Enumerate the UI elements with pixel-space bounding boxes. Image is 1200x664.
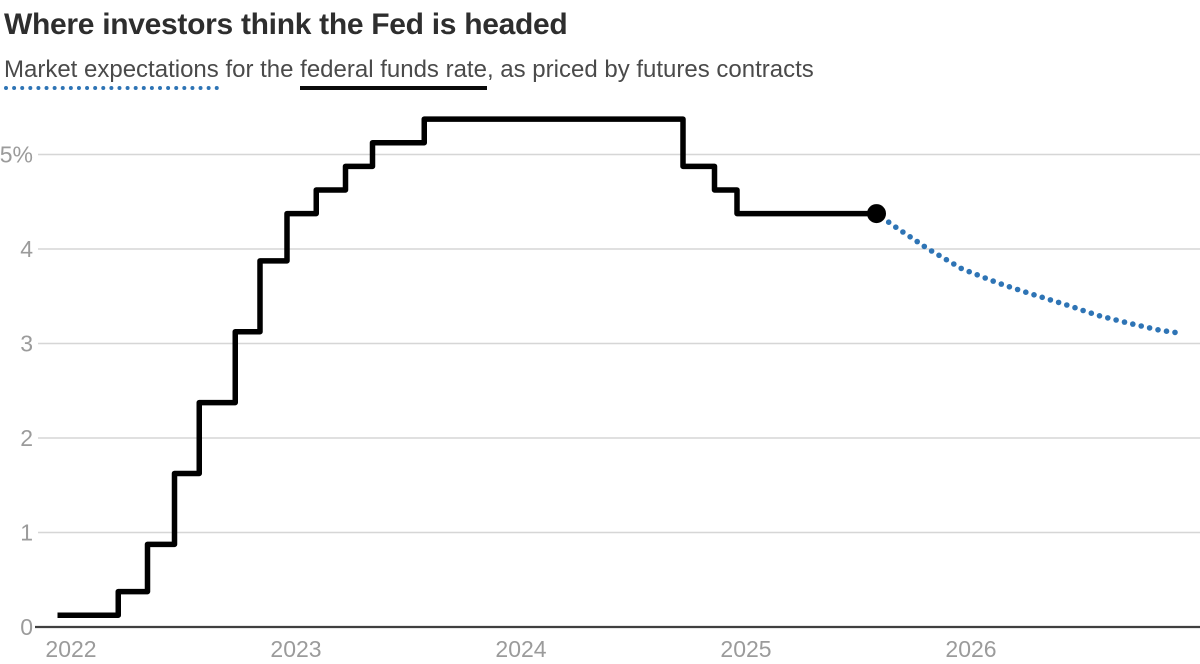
x-axis-tick-label: 2022 <box>45 636 96 662</box>
forecast-dot <box>990 278 996 284</box>
forecast-dot <box>951 261 957 267</box>
forecast-dot <box>907 234 913 240</box>
forecast-dot <box>1113 317 1119 323</box>
forecast-dot <box>1155 327 1161 333</box>
current-rate-dot <box>867 204 886 224</box>
y-axis-tick-label: 0 <box>20 614 33 640</box>
forecast-dot <box>1047 297 1054 303</box>
x-axis-tick-label: 2023 <box>270 636 321 662</box>
forecast-dot <box>921 243 928 250</box>
forecast-dot <box>1105 315 1111 321</box>
subtitle-text-mid: for the <box>218 56 301 83</box>
forecast-dot <box>1088 310 1095 317</box>
y-axis-tick-label: 3 <box>20 331 33 357</box>
chart-header: Where investors think the Fed is headed … <box>4 8 1190 90</box>
forecast-dot <box>928 248 935 254</box>
forecast-dot <box>1055 299 1062 306</box>
subtitle-legend-market-expectations: Market expectations <box>4 56 219 90</box>
forecast-dot <box>1006 284 1013 290</box>
forecast-dot <box>1080 307 1086 314</box>
forecast-dot <box>1121 319 1128 325</box>
forecast-dot <box>893 224 899 230</box>
forecast-dot <box>974 272 980 278</box>
chart-subtitle: Market expectations for the federal fund… <box>4 56 1190 90</box>
forecast-dot <box>885 219 892 225</box>
y-axis-tick-label: 5% <box>0 142 33 168</box>
forecast-dotted-line <box>885 219 1178 336</box>
actual-rate-step-line <box>57 116 877 618</box>
forecast-dot <box>943 256 950 263</box>
forecast-dot <box>1039 294 1045 301</box>
forecast-dot <box>958 265 964 272</box>
forecast-dot <box>1072 304 1078 311</box>
forecast-dot <box>1064 302 1070 308</box>
forecast-dot <box>1130 321 1136 327</box>
subtitle-legend-federal-funds-rate: federal funds rate <box>300 56 487 90</box>
forecast-dot <box>966 268 972 275</box>
forecast-dot <box>1014 286 1021 293</box>
forecast-dot <box>914 238 920 245</box>
page-title: Where investors think the Fed is headed <box>4 8 568 41</box>
forecast-dot <box>1096 313 1103 319</box>
forecast-dot <box>900 229 906 235</box>
x-axis-tick-label: 2025 <box>720 636 771 662</box>
forecast-dot <box>998 281 1005 287</box>
forecast-dot <box>936 252 942 259</box>
y-axis-tick-label: 1 <box>20 520 33 546</box>
y-axis-tick-label: 2 <box>20 425 33 451</box>
y-axis-tick-label: 4 <box>20 236 33 262</box>
forecast-dot <box>1138 323 1144 329</box>
forecast-dot <box>1172 329 1178 336</box>
subtitle-text-tail: , as priced by futures contracts <box>486 56 814 83</box>
forecast-dot <box>1146 325 1153 331</box>
x-axis-tick-label: 2024 <box>495 636 546 662</box>
forecast-dot <box>1031 292 1037 298</box>
forecast-dot <box>1023 289 1029 296</box>
forecast-dot <box>1163 328 1170 335</box>
forecast-dot <box>982 275 988 281</box>
x-axis-tick-label: 2026 <box>945 636 996 662</box>
